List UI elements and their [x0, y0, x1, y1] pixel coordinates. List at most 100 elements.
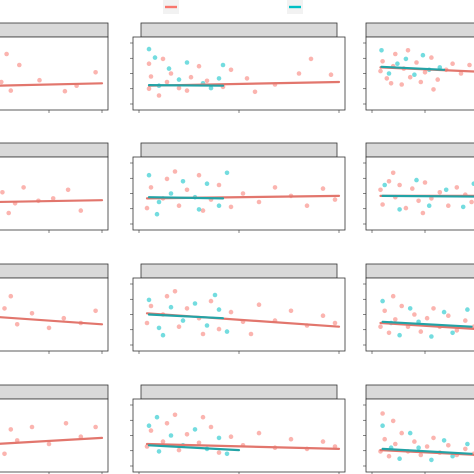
scatter-point-series-1: [50, 196, 56, 201]
scatter-point-series-1: [431, 435, 436, 441]
scatter-point-series-1: [21, 185, 26, 190]
scatter-point-series-1: [332, 444, 338, 449]
scatter-point-series-1: [188, 74, 194, 80]
panel-r4-c3: [363, 384, 474, 474]
panel-strip: [140, 22, 338, 38]
scatter-point-series-1: [184, 306, 190, 311]
fit-line-series-2: [147, 444, 241, 452]
scatter-point-series-1: [380, 411, 385, 416]
scatter-point-series-2: [450, 330, 455, 336]
fit-line-series-2: [381, 447, 473, 455]
scatter-point-series-1: [393, 317, 398, 322]
scatter-point-series-2: [465, 307, 470, 312]
scatter-point-series-1: [228, 204, 234, 210]
scatter-point-series-2: [386, 71, 392, 76]
scatter-point-series-1: [320, 313, 326, 319]
scatter-point-series-2: [403, 56, 409, 62]
fit-line-series-1: [0, 436, 104, 445]
scatter-point-series-1: [184, 432, 190, 437]
scatter-point-series-1: [418, 452, 424, 458]
scatter-point-series-1: [8, 293, 14, 299]
scatter-point-series-1: [148, 185, 154, 190]
scatter-point-series-1: [65, 187, 71, 193]
scatter-point-series-1: [393, 51, 398, 57]
legend-key-1: [163, 0, 179, 14]
scatter-point-series-1: [14, 322, 20, 327]
scatter-point-series-2: [380, 423, 385, 429]
fit-line-series-2: [147, 83, 225, 87]
scatter-point-series-1: [388, 81, 394, 86]
scatter-point-series-1: [0, 79, 4, 85]
fit-line-series-1: [0, 316, 104, 326]
scatter-point-series-2: [407, 306, 413, 311]
scatter-point-series-2: [166, 66, 172, 71]
panel-plot-area: [0, 277, 109, 352]
fit-line-series-2: [147, 313, 225, 320]
scatter-point-series-1: [93, 70, 98, 75]
scatter-point-series-1: [63, 421, 69, 426]
scatter-point-series-2: [168, 433, 174, 438]
scatter-point-series-2: [397, 207, 402, 212]
scatter-point-series-2: [176, 77, 182, 82]
scatter-point-series-1: [216, 182, 222, 188]
scatter-point-series-2: [192, 427, 198, 432]
scatter-point-series-1: [176, 447, 182, 453]
scatter-point-series-2: [154, 211, 160, 217]
scatter-point-series-1: [288, 308, 294, 314]
scatter-point-series-1: [424, 444, 430, 449]
fit-line-series-2: [381, 320, 473, 328]
scatter-point-series-1: [244, 76, 250, 81]
scatter-point-series-1: [416, 198, 421, 204]
scatter-point-series-1: [454, 328, 460, 333]
scatter-point-series-1: [390, 293, 396, 299]
scatter-point-series-1: [410, 186, 415, 191]
scatter-point-series-1: [256, 199, 262, 205]
scatter-point-series-2: [412, 72, 417, 77]
fit-line-series-1: [379, 321, 474, 330]
scatter-point-series-1: [414, 60, 419, 65]
fit-line-series-2: [147, 196, 225, 200]
scatter-point-series-2: [146, 297, 152, 303]
scatter-point-series-1: [61, 315, 67, 321]
panel-plot-area: [132, 36, 346, 111]
scatter-point-series-2: [216, 76, 222, 81]
scatter-point-series-2: [414, 177, 419, 183]
scatter-point-series-1: [29, 424, 35, 430]
scatter-point-series-1: [272, 185, 278, 190]
scatter-point-series-1: [332, 197, 338, 202]
scatter-point-series-1: [144, 320, 150, 326]
scatter-point-series-2: [156, 325, 162, 331]
scatter-point-series-2: [220, 62, 226, 68]
scatter-point-series-1: [308, 56, 314, 62]
scatter-point-series-2: [192, 301, 198, 306]
panel-r3-c3: [363, 263, 474, 354]
scatter-point-series-1: [304, 203, 310, 208]
scatter-point-series-2: [154, 414, 160, 420]
scatter-point-series-2: [429, 457, 434, 463]
scatter-point-series-1: [208, 424, 214, 430]
scatter-point-series-1: [431, 87, 436, 92]
scatter-point-series-1: [382, 308, 388, 314]
scatter-point-series-2: [180, 318, 186, 323]
legend-key-2: [287, 0, 303, 14]
panel-plot-area: [365, 398, 474, 473]
scatter-point-series-1: [320, 439, 326, 444]
scatter-point-series-2: [156, 199, 162, 205]
scatter-point-series-1: [216, 450, 222, 455]
panel-strip: [365, 263, 474, 279]
scatter-point-series-2: [471, 181, 474, 186]
scatter-point-series-2: [152, 55, 158, 60]
scatter-point-series-2: [146, 46, 152, 52]
scatter-point-series-1: [288, 436, 294, 442]
scatter-point-series-1: [418, 329, 424, 334]
scatter-point-series-1: [62, 88, 68, 94]
scatter-point-series-2: [180, 179, 186, 184]
scatter-point-series-1: [399, 303, 405, 309]
panel-r1-c3: [363, 22, 474, 113]
scatter-point-series-1: [420, 210, 426, 216]
scatter-point-series-1: [252, 89, 258, 95]
scatter-point-series-1: [228, 434, 234, 440]
scatter-point-series-1: [0, 190, 5, 195]
scatter-point-series-1: [8, 427, 14, 432]
